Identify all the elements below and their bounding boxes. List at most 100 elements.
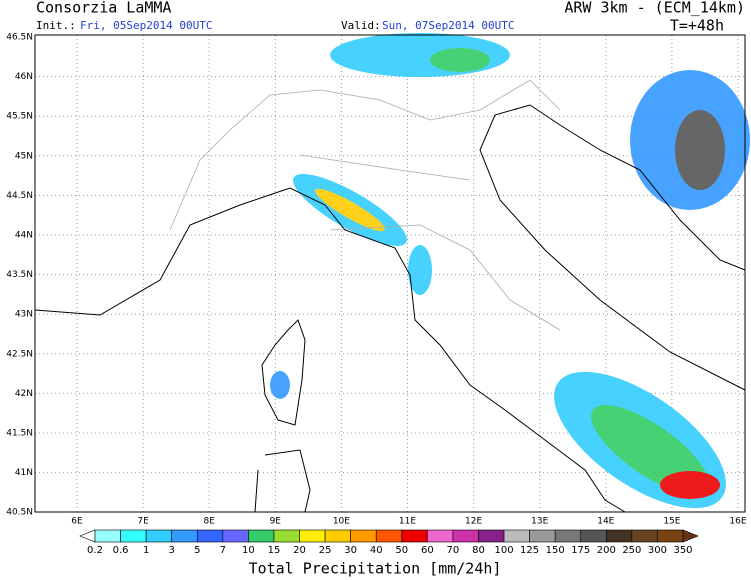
lon-label: 12E — [465, 517, 482, 527]
lat-label: 46N — [15, 72, 33, 82]
colorbar-label: 300 — [648, 545, 667, 556]
colorbar-title: Total Precipitation [mm/24h] — [249, 560, 502, 578]
precip-area — [430, 48, 490, 72]
sardinia — [254, 449, 311, 513]
colorbar-label: 3 — [169, 545, 175, 556]
lon-label: 13E — [531, 517, 548, 527]
colorbar-label: 250 — [622, 545, 641, 556]
colorbar-label: 7 — [220, 545, 226, 556]
map — [34, 33, 750, 513]
lat-label: 46.5N — [6, 33, 33, 43]
colorbar-label: 150 — [546, 545, 565, 556]
colorbar-box — [631, 529, 658, 543]
borders — [169, 79, 561, 331]
colorbar-label: 350 — [673, 545, 692, 556]
colorbar-box — [248, 529, 275, 543]
colorbar-box — [120, 529, 147, 543]
colorbar-label: 5 — [194, 545, 200, 556]
lat-label: 44N — [15, 231, 33, 241]
colorbar-box — [324, 529, 351, 543]
lon-label: 8E — [203, 517, 215, 527]
lat-label: 41.5N — [6, 429, 33, 439]
lat-label: 41N — [15, 468, 33, 478]
colorbar-label: 30 — [344, 545, 357, 556]
model: ARW 3km - (ECM_14km) — [564, 0, 745, 17]
lat-label: 43N — [15, 310, 33, 320]
colorbar-box — [529, 529, 556, 543]
lat-label: 45.5N — [6, 112, 33, 122]
colorbar-box — [580, 529, 607, 543]
colorbar-box — [171, 529, 198, 543]
lon-label: 6E — [71, 517, 83, 527]
colorbar-label: 20 — [293, 545, 306, 556]
region-border — [299, 154, 561, 331]
colorbar-box — [273, 529, 300, 543]
precip-area — [315, 188, 385, 232]
colorbar-box — [401, 529, 428, 543]
colorbar-box — [94, 529, 121, 543]
lon-label: 11E — [399, 517, 416, 527]
colorbar-label: 15 — [268, 545, 281, 556]
colorbar-box — [145, 529, 172, 543]
precip-area — [270, 371, 290, 399]
colorbar: 0.2 0.6 1 3 5 7 10 15 20 25 30 40 50 60 70 80 100 125 150 1… — [79, 529, 699, 556]
corsica — [261, 319, 306, 426]
country-border — [169, 79, 561, 231]
colorbar-box — [452, 529, 479, 543]
valid-label: Valid: — [341, 19, 381, 32]
colorbar-label: 100 — [494, 545, 513, 556]
colorbar-box — [350, 529, 377, 543]
valid-value: Sun, 07Sep2014 00UTC — [382, 19, 514, 32]
colorbar-arrow — [79, 529, 96, 543]
colorbar-label: 70 — [447, 545, 460, 556]
colorbar-box — [478, 529, 505, 543]
init-label: Init.: — [36, 19, 76, 32]
lat-label: 40.5N — [6, 508, 33, 518]
precip-area — [660, 471, 720, 499]
forecast-time: T=+48h — [670, 17, 724, 35]
lat-label: 42N — [15, 389, 33, 399]
colorbar-label: 60 — [421, 545, 434, 556]
colorbar-box — [222, 529, 249, 543]
provider: Consorzia LaMMA — [36, 0, 171, 17]
lon-label: 7E — [137, 517, 149, 527]
lon-label: 16E — [729, 517, 746, 527]
colorbar-box — [503, 529, 530, 543]
lat-label: 42.5N — [6, 349, 33, 359]
lat-label: 45N — [15, 151, 33, 161]
lon-label: 15E — [663, 517, 680, 527]
colorbar-box — [657, 529, 684, 543]
lon-label: 14E — [597, 517, 614, 527]
colorbar-label: 1 — [143, 545, 149, 556]
colorbar-label: 25 — [319, 545, 332, 556]
colorbar-label: 10 — [242, 545, 255, 556]
colorbar-label: 175 — [571, 545, 590, 556]
colorbar-label: 0.6 — [113, 545, 129, 556]
precip-area — [408, 245, 432, 295]
lat-label: 43.5N — [6, 270, 33, 280]
colorbar-label: 125 — [520, 545, 539, 556]
colorbar-box — [606, 529, 633, 543]
precipitation — [270, 33, 750, 509]
colorbar-label: 80 — [472, 545, 485, 556]
init-value: Fri, 05Sep2014 00UTC — [80, 19, 212, 32]
colorbar-arrow — [682, 529, 699, 543]
colorbar-box — [196, 529, 224, 543]
colorbar-box — [554, 529, 582, 543]
colorbar-label: 200 — [597, 545, 616, 556]
coastlines — [34, 104, 746, 513]
lon-label: 10E — [333, 517, 350, 527]
colorbar-box — [427, 529, 454, 543]
colorbar-label: 0.2 — [87, 545, 103, 556]
colorbar-box — [375, 529, 403, 543]
lon-label: 9E — [270, 517, 282, 527]
lat-label: 44.5N — [6, 191, 33, 201]
colorbar-label: 40 — [370, 545, 383, 556]
coastline — [34, 187, 626, 513]
colorbar-box — [299, 529, 326, 543]
colorbar-label: 50 — [395, 545, 408, 556]
map-frame — [34, 34, 746, 513]
coastline — [479, 104, 746, 391]
precip-area — [675, 110, 725, 190]
